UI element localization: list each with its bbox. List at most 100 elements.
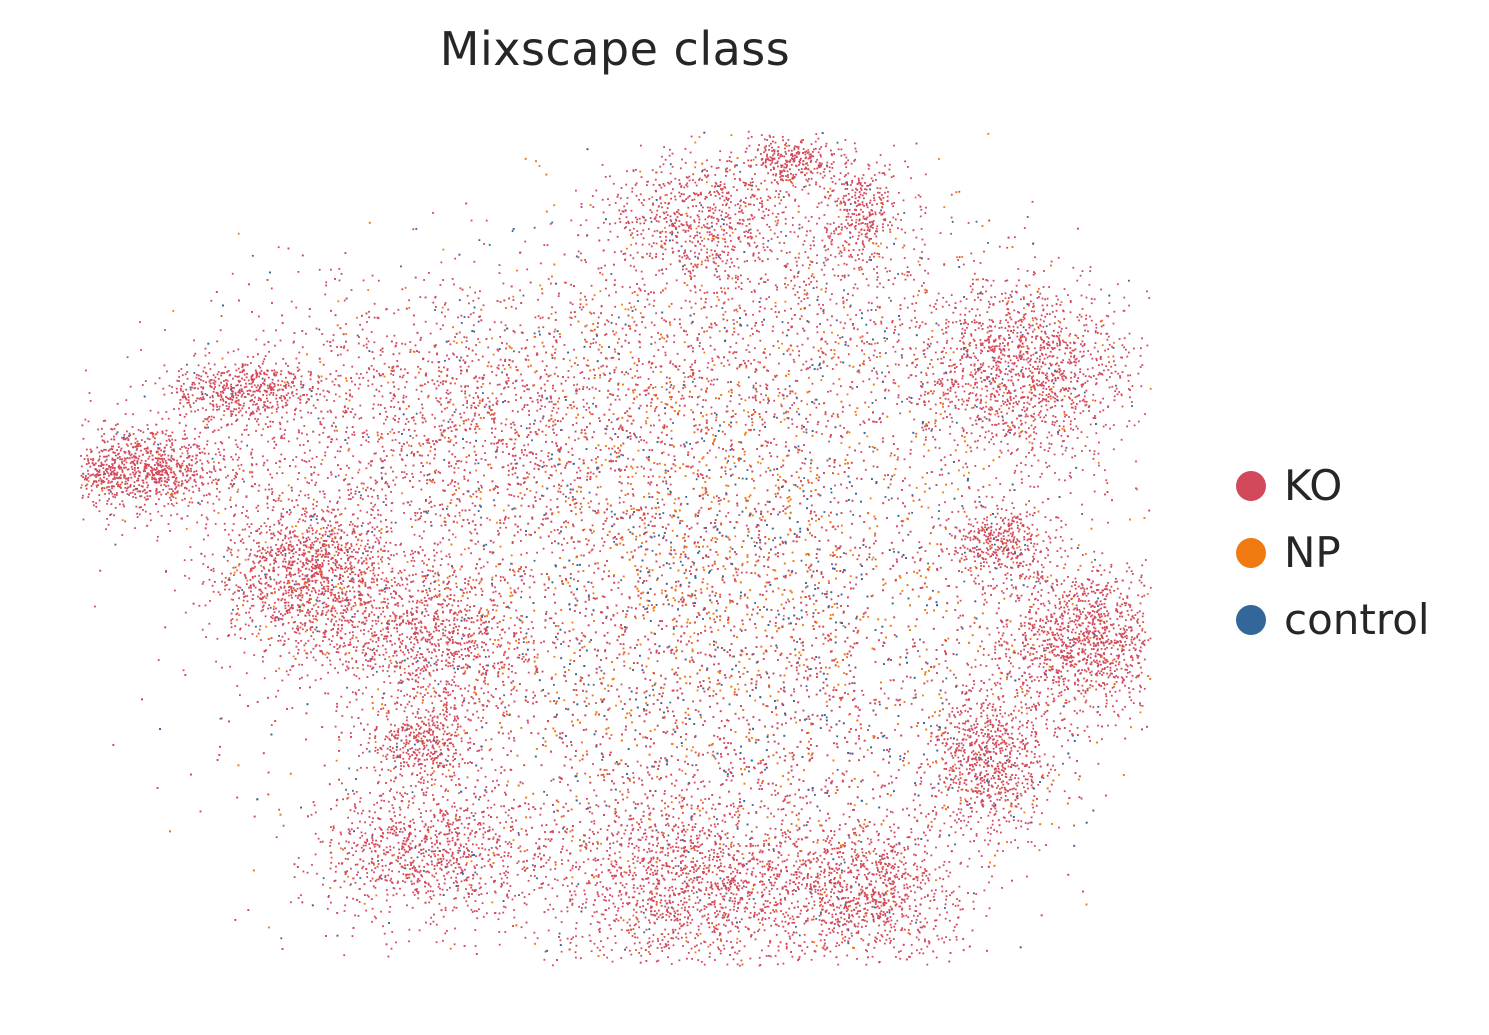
scatter-point-ko: [649, 679, 652, 681]
scatter-point-ko: [398, 408, 401, 411]
scatter-point-ko: [318, 357, 321, 360]
scatter-point-np: [684, 711, 687, 714]
scatter-point-control: [662, 512, 665, 514]
scatter-point-np: [541, 288, 543, 290]
scatter-point-control: [746, 469, 749, 471]
scatter-point-control: [848, 664, 850, 667]
scatter-point-ko: [736, 602, 739, 605]
scatter-point-control: [818, 364, 821, 367]
scatter-point-np: [627, 528, 630, 531]
scatter-point-ko: [454, 697, 456, 700]
scatter-point-ko: [645, 579, 648, 582]
scatter-point-ko: [896, 458, 899, 461]
scatter-point-ko: [691, 369, 694, 371]
scatter-point-ko: [944, 526, 947, 529]
scatter-point-control: [541, 494, 543, 497]
scatter-point-ko: [929, 597, 932, 600]
scatter-point-np: [706, 330, 708, 332]
scatter-point-control: [629, 516, 631, 519]
scatter-point-ko: [836, 413, 839, 416]
scatter-point-control: [691, 380, 694, 383]
scatter-point-control: [799, 527, 802, 530]
scatter-point-control: [775, 706, 777, 708]
scatter-point-np: [629, 667, 632, 670]
scatter-point-ko: [665, 320, 667, 323]
scatter-point-ko: [810, 358, 813, 361]
scatter-point-control: [995, 567, 998, 570]
scatter-point-control: [462, 438, 464, 440]
scatter-point-control: [836, 769, 839, 771]
scatter-point-ko: [818, 656, 821, 659]
scatter-point-ko: [730, 562, 732, 565]
scatter-point-control: [873, 367, 875, 370]
scatter-point-ko: [767, 398, 770, 401]
scatter-point-control: [800, 559, 803, 562]
scatter-point-np: [737, 688, 740, 691]
scatter-point-control: [788, 489, 791, 492]
scatter-point-control: [893, 242, 895, 245]
scatter-point-control: [830, 491, 833, 494]
scatter-point-control: [769, 469, 772, 472]
scatter-point-ko: [785, 667, 788, 670]
scatter-point-ko: [947, 748, 950, 751]
scatter-point-ko: [696, 337, 699, 339]
scatter-point-ko: [776, 646, 778, 649]
scatter-point-ko: [807, 668, 810, 671]
scatter-point-ko: [688, 395, 691, 398]
scatter-point-np: [627, 308, 630, 311]
scatter-point-np: [1011, 644, 1014, 647]
scatter-point-control: [810, 462, 812, 465]
scatter-point-np: [690, 595, 692, 598]
scatter-point-np: [651, 569, 654, 572]
scatter-point-control: [788, 449, 790, 452]
scatter-point-ko: [776, 577, 778, 580]
scatter-point-control: [767, 624, 770, 626]
scatter-point-control: [740, 591, 742, 594]
scatter-point-control: [613, 541, 615, 543]
scatter-point-ko: [832, 472, 834, 475]
scatter-point-ko: [620, 593, 623, 596]
scatter-point-ko: [1004, 755, 1007, 757]
scatter-point-ko: [554, 465, 557, 468]
scatter-point-ko: [613, 523, 616, 526]
scatter-point-np: [849, 549, 852, 552]
scatter-point-ko: [744, 647, 747, 649]
scatter-point-np: [636, 587, 639, 590]
scatter-point-np: [635, 617, 637, 620]
scatter-point-ko: [779, 756, 781, 759]
scatter-point-np: [511, 594, 514, 597]
scatter-point-ko: [467, 718, 470, 721]
scatter-point-ko: [779, 496, 782, 499]
scatter-point-np: [960, 799, 962, 802]
scatter-point-np: [554, 730, 556, 733]
scatter-point-control: [691, 594, 694, 597]
scatter-point-ko: [526, 404, 529, 406]
scatter-point-np: [479, 491, 482, 493]
scatter-point-np: [414, 626, 417, 629]
scatter-point-np: [648, 386, 651, 388]
scatter-point-np: [662, 832, 665, 835]
scatter-point-control: [621, 708, 624, 710]
scatter-point-ko: [872, 788, 874, 791]
scatter-point-control: [805, 824, 808, 827]
scatter-point-np: [572, 563, 574, 565]
scatter-point-ko: [805, 611, 808, 613]
scatter-point-np: [706, 587, 709, 590]
scatter-point-ko: [575, 502, 578, 504]
scatter-point-ko: [618, 695, 620, 698]
scatter-point-np: [814, 489, 817, 491]
scatter-point-ko: [915, 142, 918, 145]
scatter-point-control: [769, 584, 772, 586]
scatter-point-ko: [465, 202, 468, 205]
scatter-point-ko: [819, 323, 821, 325]
scatter-point-ko: [844, 640, 847, 643]
scatter-point-ko: [733, 625, 736, 628]
scatter-point-control: [632, 526, 635, 529]
scatter-point-control: [685, 496, 688, 498]
scatter-point-np: [808, 376, 810, 379]
scatter-point-np: [713, 438, 716, 441]
scatter-point-np: [661, 589, 663, 592]
scatter-point-np: [1016, 694, 1019, 697]
scatter-point-ko: [447, 513, 449, 516]
scatter-point-ko: [597, 322, 599, 325]
